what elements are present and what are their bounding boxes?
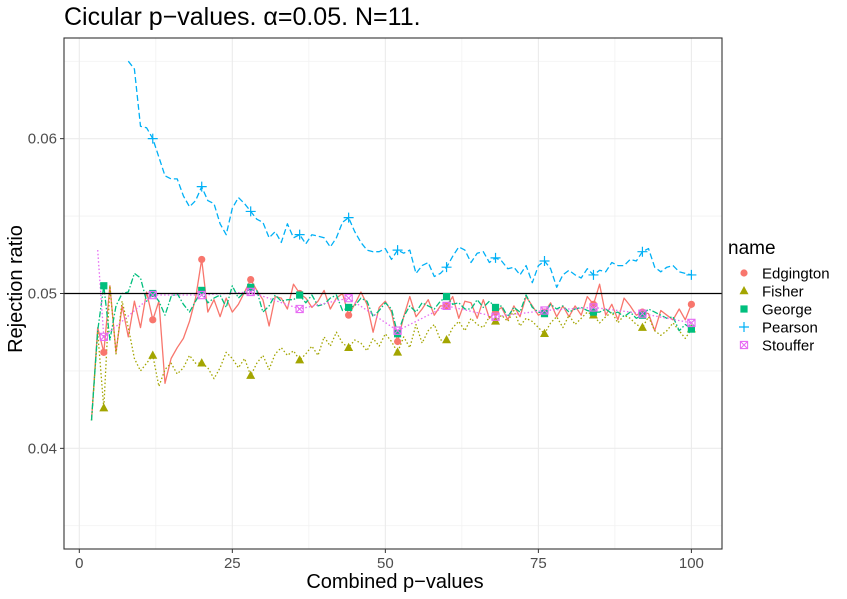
data-point-george [198, 286, 206, 295]
legend-label: Stouffer [762, 338, 814, 355]
legend-item-edgington: Edgington [740, 266, 830, 283]
data-point-edgington [149, 316, 157, 324]
data-point-edgington [687, 300, 695, 308]
y-tick-label: 0.05 [28, 286, 57, 303]
data-point-george [296, 291, 304, 299]
legend-key-stouffer [739, 340, 749, 350]
data-point-stouffer [442, 301, 451, 311]
data-point-stouffer [687, 318, 696, 328]
data-point-pearson [490, 252, 501, 263]
data-point-stouffer [491, 312, 500, 321]
data-point-fisher [246, 370, 256, 379]
data-point-pearson [637, 246, 648, 257]
x-tick-label: 25 [224, 555, 241, 572]
legend-key-fisher [739, 286, 749, 295]
data-point-pearson [539, 255, 550, 266]
data-point-pearson [392, 245, 403, 256]
data-point-george [638, 311, 647, 319]
y-tick-label: 0.06 [28, 131, 57, 148]
data-point-fisher [344, 342, 354, 351]
legend-item-george: George [740, 302, 812, 319]
data-point-stouffer [99, 332, 108, 342]
legend-key-george [740, 305, 748, 313]
data-point-stouffer [295, 304, 304, 314]
legend-label: Pearson [762, 320, 818, 337]
legend-title: name [728, 238, 776, 259]
data-point-george [247, 283, 255, 291]
data-point-george [442, 292, 451, 301]
data-point-stouffer [393, 326, 402, 335]
data-point-stouffer [197, 290, 206, 300]
data-point-george [589, 308, 598, 316]
data-point-fisher [197, 358, 207, 367]
data-point-fisher [442, 334, 452, 344]
data-point-pearson [686, 269, 697, 280]
data-point-stouffer [344, 293, 353, 303]
series-line-george [90, 272, 692, 421]
data-point-stouffer [589, 303, 598, 312]
x-tick-label: 50 [377, 555, 394, 572]
data-point-stouffer [540, 306, 549, 315]
y-axis-label: Rejection ratio [5, 225, 27, 353]
legend-label: Fisher [762, 284, 804, 301]
x-axis-label: Combined p−values [306, 571, 483, 593]
data-point-george [491, 303, 500, 312]
series-line-pearson [127, 60, 692, 288]
chart-title: Cicular p−values. α=0.05. N=11. [64, 3, 421, 31]
legend-label: George [762, 302, 812, 319]
data-point-stouffer [246, 287, 255, 297]
data-point-edgington [100, 348, 108, 356]
data-point-edgington [198, 255, 206, 264]
data-point-fisher [539, 328, 549, 338]
data-point-fisher [393, 347, 403, 356]
data-point-george [149, 289, 157, 298]
legend-item-stouffer: Stouffer [739, 338, 814, 355]
data-point-pearson [196, 181, 207, 192]
data-point-pearson [343, 212, 354, 223]
data-point-pearson [245, 206, 256, 217]
series-line-stouffer [97, 250, 692, 338]
legend-item-pearson: Pearson [739, 320, 818, 337]
data-point-pearson [294, 229, 305, 240]
data-point-edgington [247, 275, 255, 284]
legend-item-fisher: Fisher [739, 284, 804, 301]
x-tick-label: 0 [75, 555, 83, 572]
data-point-stouffer [638, 309, 647, 318]
axes: 0 25 50 75 100 0.04 0.05 0.06 [28, 37, 723, 572]
data-point-fisher [148, 350, 158, 359]
data-point-pearson [588, 269, 599, 280]
legend-key-edgington [740, 269, 748, 277]
data-point-fisher [99, 403, 109, 412]
legend-label: Edgington [762, 266, 830, 283]
legend-key-pearson [739, 322, 749, 332]
data-point-fisher [295, 355, 305, 364]
data-point-stouffer [148, 290, 157, 300]
data-point-edgington [393, 337, 402, 346]
data-point-george [687, 325, 695, 333]
data-point-george [100, 282, 108, 290]
data-point-edgington [345, 311, 353, 319]
series-layer [64, 60, 722, 421]
y-tick-label: 0.04 [28, 440, 57, 457]
legend: name EdgingtonFisherGeorgePearsonStouffe… [728, 238, 830, 355]
data-point-fisher [637, 322, 647, 331]
data-point-george [345, 303, 353, 312]
data-point-pearson [441, 262, 452, 273]
data-point-pearson [147, 133, 158, 144]
x-tick-label: 100 [679, 555, 704, 572]
x-tick-label: 75 [530, 555, 547, 572]
